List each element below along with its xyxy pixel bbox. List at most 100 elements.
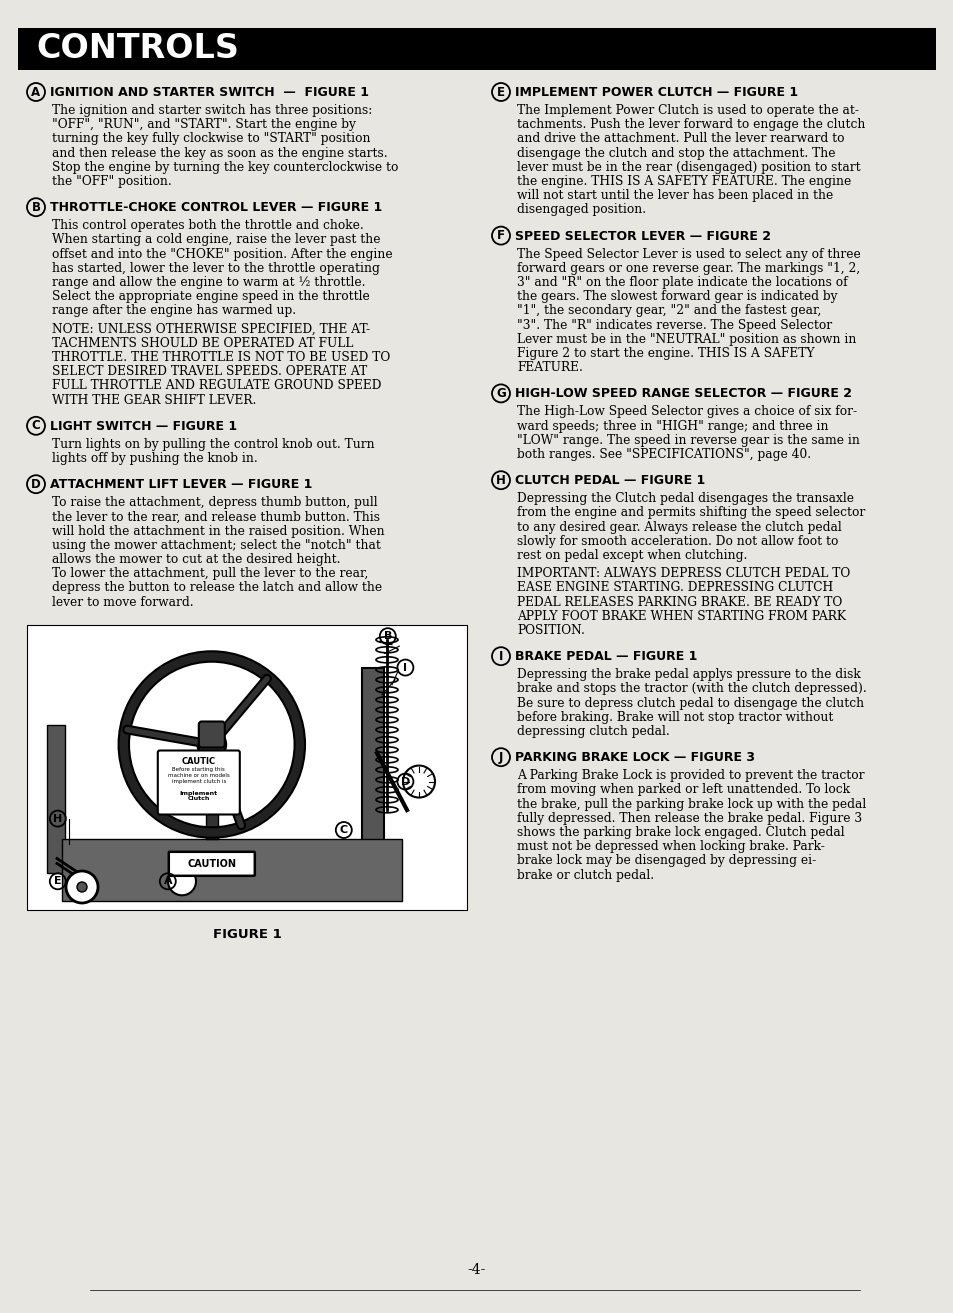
Text: fully depressed. Then release the brake pedal. Figure 3: fully depressed. Then release the brake …	[517, 811, 862, 825]
Text: brake lock may be disengaged by depressing ei-: brake lock may be disengaged by depressi…	[517, 855, 816, 868]
Text: To raise the attachment, depress thumb button, pull: To raise the attachment, depress thumb b…	[52, 496, 377, 509]
Text: CONTROLS: CONTROLS	[36, 33, 238, 66]
Circle shape	[168, 868, 195, 895]
Text: 3" and "R" on the floor plate indicate the locations of: 3" and "R" on the floor plate indicate t…	[517, 276, 846, 289]
Text: B: B	[383, 632, 392, 641]
Circle shape	[77, 882, 87, 892]
Text: Depressing the brake pedal applys pressure to the disk: Depressing the brake pedal applys pressu…	[517, 668, 860, 681]
Text: -4-: -4-	[467, 1263, 486, 1278]
Text: "OFF", "RUN", and "START". Start the engine by: "OFF", "RUN", and "START". Start the eng…	[52, 118, 355, 131]
Text: depress the button to release the latch and allow the: depress the button to release the latch …	[52, 582, 382, 595]
Text: THROTTLE-CHOKE CONTROL LEVER — FIGURE 1: THROTTLE-CHOKE CONTROL LEVER — FIGURE 1	[50, 201, 382, 214]
Text: H: H	[496, 474, 505, 487]
Text: rest on pedal except when clutching.: rest on pedal except when clutching.	[517, 549, 746, 562]
Text: I: I	[403, 663, 407, 672]
Circle shape	[402, 765, 435, 797]
Text: The High-Low Speed Selector gives a choice of six for-: The High-Low Speed Selector gives a choi…	[517, 406, 856, 419]
Text: the "OFF" position.: the "OFF" position.	[52, 175, 172, 188]
Text: range and allow the engine to warm at ½ throttle.: range and allow the engine to warm at ½ …	[52, 276, 365, 289]
Text: C: C	[339, 825, 348, 835]
Bar	[27, 625, 467, 910]
Text: before braking. Brake will not stop tractor without: before braking. Brake will not stop trac…	[517, 710, 833, 723]
Text: CAUTION: CAUTION	[187, 859, 236, 869]
Bar	[18, 28, 935, 70]
Text: B: B	[31, 201, 40, 214]
Text: Lever must be in the "NEUTRAL" position as shown in: Lever must be in the "NEUTRAL" position …	[517, 332, 856, 345]
Text: offset and into the "CHOKE" position. After the engine: offset and into the "CHOKE" position. Af…	[52, 248, 393, 260]
Text: This control operates both the throttle and choke.: This control operates both the throttle …	[52, 219, 363, 232]
Text: range after the engine has warmed up.: range after the engine has warmed up.	[52, 305, 295, 318]
Text: FIGURE 1: FIGURE 1	[213, 928, 281, 941]
Bar	[62, 839, 401, 901]
Text: tachments. Push the lever forward to engage the clutch: tachments. Push the lever forward to eng…	[517, 118, 864, 131]
Text: LIGHT SWITCH — FIGURE 1: LIGHT SWITCH — FIGURE 1	[50, 420, 237, 433]
Bar	[361, 667, 384, 873]
Text: "3". The "R" indicates reverse. The Speed Selector: "3". The "R" indicates reverse. The Spee…	[517, 319, 831, 332]
Text: C: C	[31, 419, 40, 432]
Text: ATTACHMENT LIFT LEVER — FIGURE 1: ATTACHMENT LIFT LEVER — FIGURE 1	[50, 478, 312, 491]
Circle shape	[197, 730, 226, 759]
Text: from the engine and permits shifting the speed selector: from the engine and permits shifting the…	[517, 507, 864, 520]
Text: from moving when parked or left unattended. To lock: from moving when parked or left unattend…	[517, 784, 849, 797]
Text: ward speeds; three in "HIGH" range; and three in: ward speeds; three in "HIGH" range; and …	[517, 420, 827, 432]
Text: BRAKE PEDAL — FIGURE 1: BRAKE PEDAL — FIGURE 1	[515, 650, 697, 663]
Text: When starting a cold engine, raise the lever past the: When starting a cold engine, raise the l…	[52, 234, 380, 247]
Text: and then release the key as soon as the engine starts.: and then release the key as soon as the …	[52, 147, 387, 160]
FancyBboxPatch shape	[157, 751, 239, 814]
Text: The Speed Selector Lever is used to select any of three: The Speed Selector Lever is used to sele…	[517, 248, 860, 260]
Text: F: F	[497, 228, 504, 242]
Text: and drive the attachment. Pull the lever rearward to: and drive the attachment. Pull the lever…	[517, 133, 843, 146]
Text: A: A	[163, 876, 172, 886]
Text: PEDAL RELEASES PARKING BRAKE. BE READY TO: PEDAL RELEASES PARKING BRAKE. BE READY T…	[517, 596, 841, 609]
Text: POSITION.: POSITION.	[517, 624, 584, 637]
Text: D: D	[31, 478, 41, 491]
Text: A Parking Brake Lock is provided to prevent the tractor: A Parking Brake Lock is provided to prev…	[517, 769, 863, 783]
Text: brake or clutch pedal.: brake or clutch pedal.	[517, 869, 654, 881]
Text: D: D	[400, 776, 410, 786]
Text: NOTE: UNLESS OTHERWISE SPECIFIED, THE AT-: NOTE: UNLESS OTHERWISE SPECIFIED, THE AT…	[52, 323, 370, 336]
Text: FEATURE.: FEATURE.	[517, 361, 582, 374]
Text: E: E	[54, 876, 62, 886]
Text: shows the parking brake lock engaged. Clutch pedal: shows the parking brake lock engaged. Cl…	[517, 826, 843, 839]
Text: FULL THROTTLE AND REGULATE GROUND SPEED: FULL THROTTLE AND REGULATE GROUND SPEED	[52, 379, 381, 393]
Text: Implement
Clutch: Implement Clutch	[179, 790, 217, 801]
Text: the gears. The slowest forward gear is indicated by: the gears. The slowest forward gear is i…	[517, 290, 837, 303]
Text: "LOW" range. The speed in reverse gear is the same in: "LOW" range. The speed in reverse gear i…	[517, 433, 859, 446]
Text: the engine. THIS IS A SAFETY FEATURE. The engine: the engine. THIS IS A SAFETY FEATURE. Th…	[517, 175, 850, 188]
Text: will not start until the lever has been placed in the: will not start until the lever has been …	[517, 189, 832, 202]
Text: has started, lower the lever to the throttle operating: has started, lower the lever to the thro…	[52, 261, 379, 274]
Text: IGNITION AND STARTER SWITCH  —  FIGURE 1: IGNITION AND STARTER SWITCH — FIGURE 1	[50, 85, 369, 98]
Text: TACHMENTS SHOULD BE OPERATED AT FULL: TACHMENTS SHOULD BE OPERATED AT FULL	[52, 337, 353, 349]
Text: disengage the clutch and stop the attachment. The: disengage the clutch and stop the attach…	[517, 147, 835, 160]
Text: slowly for smooth acceleration. Do not allow foot to: slowly for smooth acceleration. Do not a…	[517, 534, 838, 548]
Text: lights off by pushing the knob in.: lights off by pushing the knob in.	[52, 452, 257, 465]
Text: To lower the attachment, pull the lever to the rear,: To lower the attachment, pull the lever …	[52, 567, 368, 580]
Text: A: A	[31, 85, 41, 98]
Bar	[206, 756, 217, 839]
FancyBboxPatch shape	[198, 722, 225, 747]
Text: E: E	[497, 85, 504, 98]
Text: Depressing the Clutch pedal disengages the transaxle: Depressing the Clutch pedal disengages t…	[517, 492, 853, 506]
Text: Select the appropriate engine speed in the throttle: Select the appropriate engine speed in t…	[52, 290, 370, 303]
Text: will hold the attachment in the raised position. When: will hold the attachment in the raised p…	[52, 525, 384, 537]
Text: PARKING BRAKE LOCK — FIGURE 3: PARKING BRAKE LOCK — FIGURE 3	[515, 751, 754, 764]
Text: brake and stops the tractor (with the clutch depressed).: brake and stops the tractor (with the cl…	[517, 683, 866, 696]
Text: lever must be in the rear (disengaged) position to start: lever must be in the rear (disengaged) p…	[517, 160, 860, 173]
Text: disengaged position.: disengaged position.	[517, 204, 645, 217]
Text: Before starting this
machine or on models
implement clutch is: Before starting this machine or on model…	[168, 768, 230, 784]
Text: APPLY FOOT BRAKE WHEN STARTING FROM PARK: APPLY FOOT BRAKE WHEN STARTING FROM PARK	[517, 609, 845, 622]
Text: CAUTIC: CAUTIC	[182, 758, 215, 767]
Text: The Implement Power Clutch is used to operate the at-: The Implement Power Clutch is used to op…	[517, 104, 858, 117]
Text: lever to move forward.: lever to move forward.	[52, 596, 193, 609]
Text: CLUTCH PEDAL — FIGURE 1: CLUTCH PEDAL — FIGURE 1	[515, 474, 704, 487]
Text: SELECT DESIRED TRAVEL SPEEDS. OPERATE AT: SELECT DESIRED TRAVEL SPEEDS. OPERATE AT	[52, 365, 367, 378]
Text: forward gears or one reverse gear. The markings "1, 2,: forward gears or one reverse gear. The m…	[517, 261, 860, 274]
Text: Be sure to depress clutch pedal to disengage the clutch: Be sure to depress clutch pedal to disen…	[517, 697, 863, 709]
Text: WITH THE GEAR SHIFT LEVER.: WITH THE GEAR SHIFT LEVER.	[52, 394, 256, 407]
Text: H: H	[53, 814, 62, 823]
Circle shape	[66, 871, 98, 903]
Text: using the mower attachment; select the "notch" that: using the mower attachment; select the "…	[52, 538, 380, 551]
Text: allows the mower to cut at the desired height.: allows the mower to cut at the desired h…	[52, 553, 340, 566]
Text: SPEED SELECTOR LEVER — FIGURE 2: SPEED SELECTOR LEVER — FIGURE 2	[515, 230, 770, 243]
Text: both ranges. See "SPECIFICATIONS", page 40.: both ranges. See "SPECIFICATIONS", page …	[517, 448, 810, 461]
